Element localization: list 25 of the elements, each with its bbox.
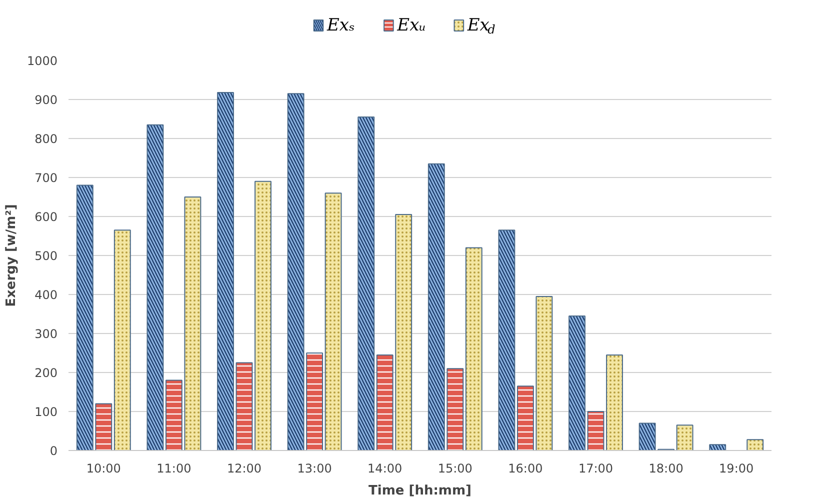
legend-label: Exᵤ — [396, 16, 426, 36]
x-tick-label: 10:00 — [86, 462, 121, 476]
x-tick-label: 17:00 — [578, 462, 614, 476]
y-tick-label: 100 — [34, 405, 58, 419]
y-tick-label: 300 — [34, 327, 58, 341]
y-tick-label: 0 — [50, 444, 58, 458]
x-axis-title: Time [hh:mm] — [368, 484, 472, 498]
x-tick-label: 18:00 — [648, 462, 684, 476]
y-tick-label: 800 — [34, 132, 58, 146]
x-tick-label: 14:00 — [368, 462, 402, 476]
y-tick-label: 200 — [34, 366, 58, 380]
y-tick-label: 900 — [34, 93, 58, 107]
y-tick-label: 1000 — [26, 54, 58, 68]
x-tick-label: 12:00 — [226, 462, 262, 476]
y-tick-label: 700 — [34, 171, 58, 185]
x-tick-label: 15:00 — [438, 462, 472, 476]
legend-label: Exₛ — [326, 16, 355, 36]
y-axis-title: Exergy [w/m²] — [4, 204, 19, 307]
y-tick-label: 500 — [34, 249, 58, 263]
y-tick-label: 600 — [34, 210, 58, 224]
x-tick-label: 11:00 — [156, 462, 192, 476]
x-tick-label: 13:00 — [297, 462, 332, 476]
y-tick-label: 400 — [34, 288, 58, 302]
x-tick-label: 16:00 — [508, 462, 543, 476]
x-tick-label: 19:00 — [719, 462, 754, 476]
